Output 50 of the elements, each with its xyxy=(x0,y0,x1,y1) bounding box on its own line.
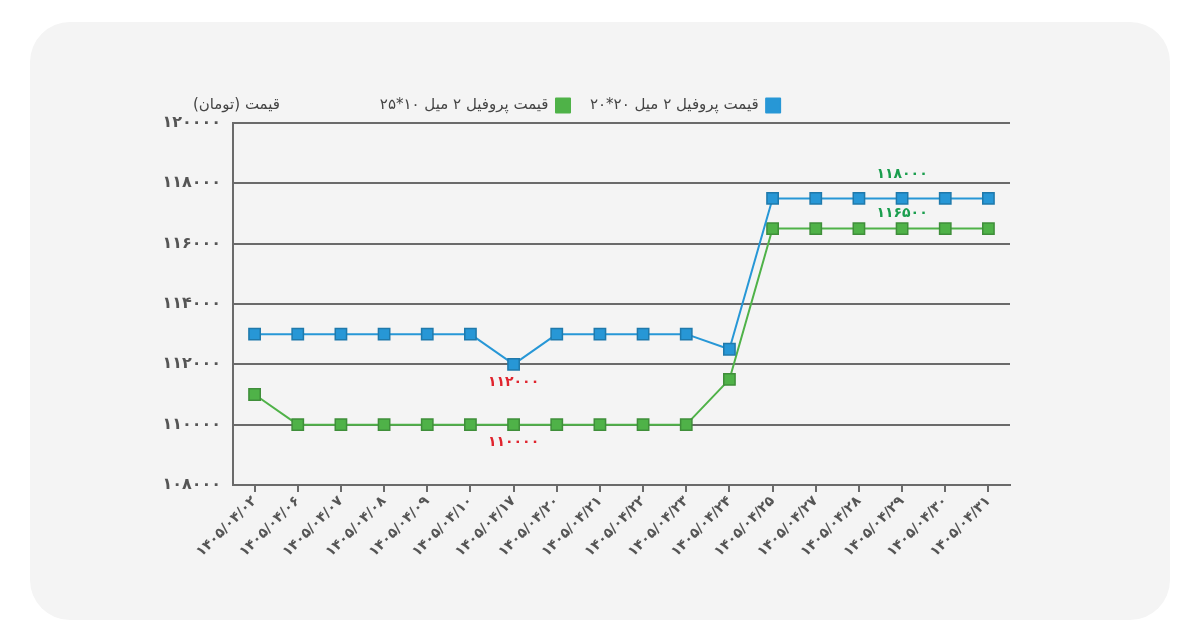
annotation: ۱۱۲۰۰۰ xyxy=(487,372,540,389)
y-axis-title: قیمت (تومان) xyxy=(192,95,280,114)
point xyxy=(636,327,650,341)
y-tick-label: ۱۱۴۰۰۰ xyxy=(162,293,221,313)
point xyxy=(679,327,693,341)
point xyxy=(766,192,779,205)
y-tick-label: ۱۲۰۰۰۰ xyxy=(162,112,221,132)
point xyxy=(248,388,261,401)
point xyxy=(852,222,866,235)
point xyxy=(464,418,477,432)
point xyxy=(507,418,520,432)
point xyxy=(377,327,391,341)
y-tick-label: ۱۱۲۰۰۰ xyxy=(162,353,221,373)
point xyxy=(895,222,909,235)
point xyxy=(723,342,736,356)
point xyxy=(420,327,434,341)
point xyxy=(809,222,823,235)
point xyxy=(852,192,866,205)
y-tick-label: ۱۰۸۰۰۰ xyxy=(162,474,221,494)
legend-label: قیمت پروفیل ۲ میل ۲۰*۲۰ xyxy=(589,95,759,115)
point xyxy=(809,192,823,205)
point xyxy=(550,327,564,341)
point xyxy=(593,327,607,341)
annotation: ۱۱۸۰۰۰ xyxy=(876,165,928,182)
point xyxy=(334,327,348,341)
point xyxy=(291,418,305,432)
point xyxy=(334,418,348,432)
point xyxy=(291,327,305,341)
point xyxy=(377,418,391,432)
point xyxy=(938,222,952,235)
point xyxy=(766,222,779,235)
point xyxy=(895,192,909,205)
point xyxy=(679,418,693,432)
point xyxy=(982,222,995,235)
annotation: ۱۱۰۰۰۰ xyxy=(487,433,540,450)
point xyxy=(938,192,952,205)
y-tick-label: ۱۱۶۰۰۰ xyxy=(162,232,221,252)
legend-label: قیمت پروفیل ۲ میل ۱۰*۲۵ xyxy=(379,95,549,115)
point xyxy=(464,327,477,341)
point xyxy=(636,418,650,432)
point xyxy=(550,418,564,432)
point xyxy=(507,357,520,371)
y-tick-label: ۱۱۸۰۰۰ xyxy=(162,172,221,192)
point xyxy=(723,373,736,386)
point xyxy=(420,418,434,432)
point xyxy=(982,192,995,205)
point xyxy=(248,327,261,341)
point xyxy=(593,418,607,432)
y-tick-label: ۱۱۰۰۰۰ xyxy=(162,413,221,433)
annotation: ۱۱۶۵۰۰ xyxy=(876,204,928,221)
